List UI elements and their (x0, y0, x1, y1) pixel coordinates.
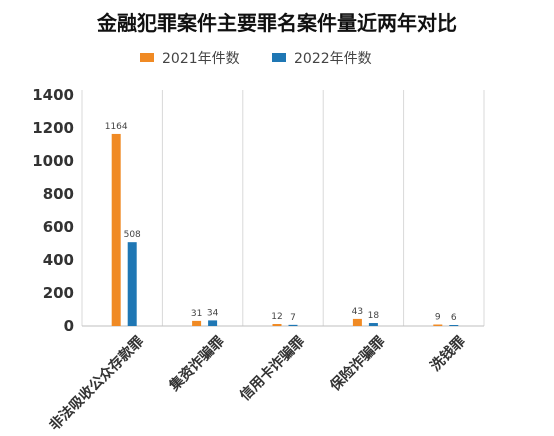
x-tick-label: 保险诈骗罪 (326, 333, 388, 395)
y-tick-label: 400 (43, 251, 74, 269)
data-labels: 1164 508 31 34 12 7 43 18 96 (105, 122, 457, 323)
data-label: 6 (451, 313, 457, 323)
x-tick-label: 集资诈骗罪 (165, 333, 227, 395)
y-tick-label: 0 (64, 317, 74, 335)
bar-2021 (433, 325, 442, 326)
data-label: 34 (207, 308, 219, 318)
bar-2021 (192, 321, 201, 326)
legend-label-2022: 2022年件数 (294, 51, 372, 67)
data-label: 12 (271, 312, 282, 322)
data-label: 31 (191, 309, 202, 319)
data-label: 508 (124, 230, 141, 240)
legend-swatch-2021 (140, 53, 154, 62)
y-tick-label: 800 (43, 185, 74, 203)
bar-2022 (128, 242, 137, 326)
legend: 2021年件数 2022年件数 (140, 51, 372, 67)
data-label: 9 (435, 313, 441, 323)
legend-label-2021: 2021年件数 (162, 51, 240, 67)
bar-2021 (112, 134, 121, 326)
bar-2022 (289, 325, 298, 326)
x-tick-label: 非法吸收公众存款罪 (46, 333, 147, 434)
bar-2021 (273, 324, 282, 326)
x-tick-label: 洗钱罪 (427, 333, 469, 375)
y-tick-label: 200 (43, 284, 74, 302)
data-label: 18 (368, 311, 380, 321)
bar-2022 (369, 323, 378, 326)
y-axis-ticks: 0 200 400 600 800 1000 1200 1400 (32, 86, 74, 335)
y-tick-label: 600 (43, 218, 74, 236)
bars (112, 134, 459, 326)
y-tick-label: 1400 (32, 86, 74, 104)
bar-2022 (449, 325, 458, 326)
data-label: 1164 (105, 122, 128, 132)
legend-swatch-2022 (272, 53, 286, 62)
data-label: 43 (352, 307, 363, 317)
category-separators (82, 90, 484, 326)
bar-2021 (353, 319, 362, 326)
bar-2022 (208, 320, 217, 326)
y-tick-label: 1000 (32, 152, 74, 170)
chart-title: 金融犯罪案件主要罪名案件量近两年对比 (96, 11, 457, 35)
y-tick-label: 1200 (32, 119, 74, 137)
data-label: 7 (290, 313, 296, 323)
x-axis-ticks: 非法吸收公众存款罪集资诈骗罪信用卡诈骗罪保险诈骗罪洗钱罪 (46, 333, 469, 434)
x-tick-label: 信用卡诈骗罪 (236, 333, 307, 404)
